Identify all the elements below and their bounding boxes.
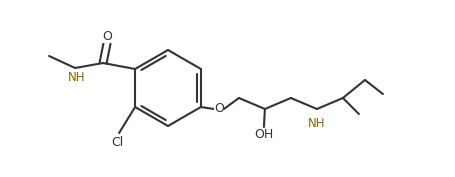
Text: OH: OH <box>254 129 273 141</box>
Text: Cl: Cl <box>111 136 123 150</box>
Text: O: O <box>214 102 224 116</box>
Text: O: O <box>102 30 112 42</box>
Text: NH: NH <box>308 117 326 130</box>
Text: NH: NH <box>68 71 86 84</box>
